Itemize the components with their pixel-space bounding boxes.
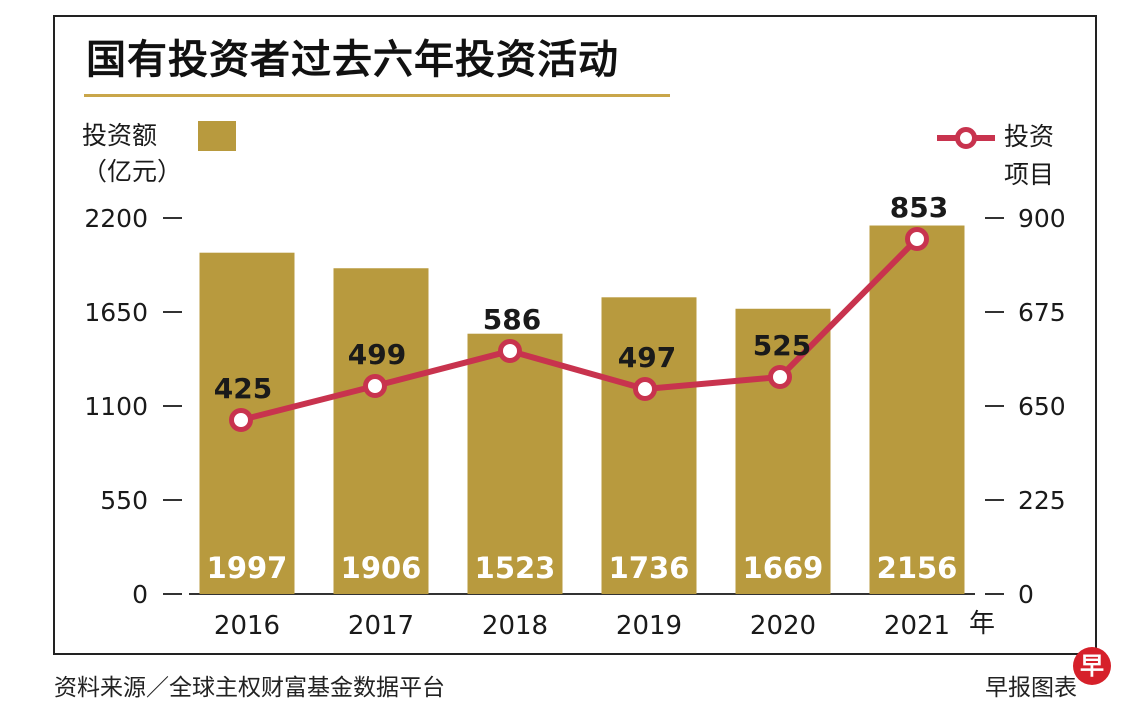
left-axis-label-line1: 投资额 bbox=[82, 121, 158, 150]
right-axis-tick-label: 650 bbox=[1018, 392, 1066, 421]
credit-note: 早报图表 bbox=[985, 675, 1077, 701]
bar-2017 bbox=[333, 268, 429, 594]
left-axis-tick-label: 1100 bbox=[84, 392, 148, 421]
bar-2018 bbox=[467, 333, 563, 594]
projects-point-2019 bbox=[633, 377, 657, 401]
bar-value-label: 1669 bbox=[743, 551, 824, 585]
projects-point-2020 bbox=[768, 365, 792, 389]
title-underline bbox=[84, 94, 670, 97]
x-axis-tick-label: 2017 bbox=[348, 611, 414, 641]
left-axis-tick-label: 1650 bbox=[84, 298, 148, 327]
projects-line bbox=[240, 236, 920, 423]
x-axis-tick-label: 2019 bbox=[616, 611, 682, 641]
projects-value-label: 497 bbox=[618, 341, 676, 374]
projects-value-label: 425 bbox=[214, 372, 272, 405]
right-axis-tick-label: 675 bbox=[1018, 298, 1066, 327]
projects-point-2018 bbox=[498, 339, 522, 363]
x-axis-tick-label: 2020 bbox=[750, 611, 816, 641]
x-axis-tick-label: 2016 bbox=[214, 611, 280, 641]
left-axis-tick-label: 0 bbox=[132, 580, 148, 609]
right-axis-tick-label: 900 bbox=[1018, 204, 1066, 233]
x-axis-tick-label: 2021 bbox=[884, 611, 950, 641]
right-axis-label: 投资 项目 bbox=[1004, 118, 1084, 194]
bar-value-label: 1523 bbox=[475, 551, 556, 585]
projects-point-2017 bbox=[363, 374, 387, 398]
chart-title: 国有投资者过去六年投资活动 bbox=[86, 37, 619, 83]
left-axis-label-line2: （亿元） bbox=[82, 157, 183, 186]
projects-value-label: 853 bbox=[890, 191, 948, 224]
legend-line-swatch bbox=[937, 127, 995, 149]
projects-value-label: 499 bbox=[348, 338, 406, 371]
bar-value-label: 1997 bbox=[207, 551, 288, 585]
bar-2020 bbox=[735, 308, 831, 594]
projects-point-2021 bbox=[905, 227, 929, 251]
source-note: 资料来源／全球主权财富基金数据平台 bbox=[54, 675, 445, 701]
x-axis-unit-label: 年 bbox=[969, 609, 995, 639]
right-axis-label-line2: 项目 bbox=[1004, 160, 1055, 189]
bar-value-label: 2156 bbox=[877, 551, 958, 585]
brand-logo: 早 bbox=[1073, 647, 1111, 685]
bar-2021 bbox=[869, 225, 965, 594]
projects-value-label: 586 bbox=[483, 303, 541, 336]
left-axis-label: 投资额 （亿元） bbox=[82, 118, 182, 190]
right-axis-tick-label: 0 bbox=[1018, 580, 1034, 609]
legend-bar-swatch bbox=[198, 121, 236, 151]
bar-value-label: 1906 bbox=[341, 551, 422, 585]
bar-2019 bbox=[601, 297, 697, 594]
right-axis-label-line1: 投资 bbox=[1004, 122, 1055, 151]
bar-value-label: 1736 bbox=[609, 551, 690, 585]
right-axis-tick-label: 225 bbox=[1018, 486, 1066, 515]
left-axis-tick-label: 550 bbox=[100, 486, 148, 515]
x-axis-tick-label: 2018 bbox=[482, 611, 548, 641]
left-axis-tick-label: 2200 bbox=[84, 204, 148, 233]
projects-point-2016 bbox=[229, 408, 253, 432]
projects-value-label: 525 bbox=[753, 329, 811, 362]
